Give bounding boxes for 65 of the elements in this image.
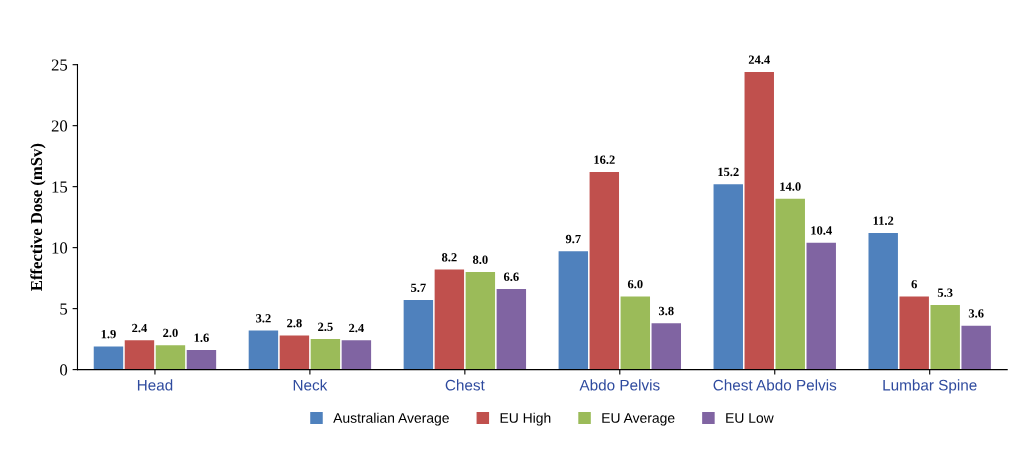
- x-tick-label: Lumbar Spine: [883, 379, 977, 394]
- bar: [310, 339, 341, 370]
- bar: [744, 72, 774, 370]
- data-label: 2.8: [287, 318, 302, 328]
- data-label: 6.6: [503, 272, 519, 282]
- data-label: 3.8: [658, 306, 674, 316]
- bar: [465, 272, 496, 370]
- data-label: 5.3: [937, 288, 953, 297]
- data-label: 2.0: [163, 328, 178, 338]
- legend-label: EU Average: [602, 413, 675, 426]
- data-label: 6: [911, 279, 917, 289]
- legend-label: Australian Average: [333, 412, 449, 426]
- y-axis-title: Effective Dose (mSv): [30, 143, 46, 291]
- data-label: 11.2: [873, 216, 894, 225]
- data-label: 5.7: [411, 283, 426, 293]
- y-tick-label: 20: [51, 120, 68, 132]
- bar: [589, 172, 620, 370]
- bar: [248, 330, 279, 370]
- y-tick-label: 5: [60, 303, 68, 315]
- data-label: 8.2: [441, 253, 457, 262]
- data-label: 3.6: [968, 309, 984, 318]
- legend-label: EU High: [500, 412, 551, 426]
- data-label: 10.4: [811, 226, 832, 235]
- data-label: 9.7: [565, 234, 581, 244]
- bar: [930, 304, 960, 370]
- legend-label: EU Low: [726, 413, 774, 423]
- x-tick-label: Neck: [293, 379, 328, 391]
- x-tick-label: Abdo Pelvis: [579, 379, 660, 391]
- data-label: 6.0: [627, 279, 643, 289]
- data-label: 3.2: [256, 314, 271, 323]
- bar: [496, 289, 527, 370]
- bar: [341, 340, 372, 370]
- bar: [806, 242, 836, 370]
- bar: [775, 198, 805, 370]
- data-label: 2.4: [132, 323, 148, 333]
- data-label: 2.4: [349, 323, 364, 333]
- bar: [651, 323, 682, 370]
- y-tick-label: 15: [52, 181, 68, 193]
- bar: [279, 335, 310, 370]
- bar: [899, 296, 929, 370]
- x-tick-label: Chest Abdo Pelvis: [713, 379, 837, 391]
- y-tick-label: 0: [60, 364, 68, 376]
- data-label: 1.6: [194, 333, 209, 343]
- bar: [713, 184, 743, 370]
- x-tick-label: Head: [137, 379, 173, 391]
- bar: [186, 350, 217, 370]
- bar: [961, 325, 991, 370]
- data-label: 24.4: [748, 55, 770, 64]
- data-label: 1.9: [101, 329, 116, 339]
- x-tick-label: Chest: [445, 379, 485, 391]
- data-label: 14.0: [780, 182, 801, 191]
- bar: [434, 269, 465, 370]
- data-label: 16.2: [594, 155, 615, 164]
- bar: [558, 251, 589, 370]
- bar: [155, 345, 186, 370]
- data-label: 15.2: [718, 167, 739, 177]
- data-label: 8.0: [472, 255, 488, 264]
- bar: [124, 340, 155, 370]
- y-tick-label: 10: [52, 242, 68, 254]
- bar: [868, 233, 898, 370]
- bar: [620, 296, 651, 370]
- bar: [93, 346, 124, 370]
- data-label: 2.5: [318, 322, 333, 332]
- y-tick-label: 25: [51, 59, 68, 71]
- bar: [403, 300, 434, 370]
